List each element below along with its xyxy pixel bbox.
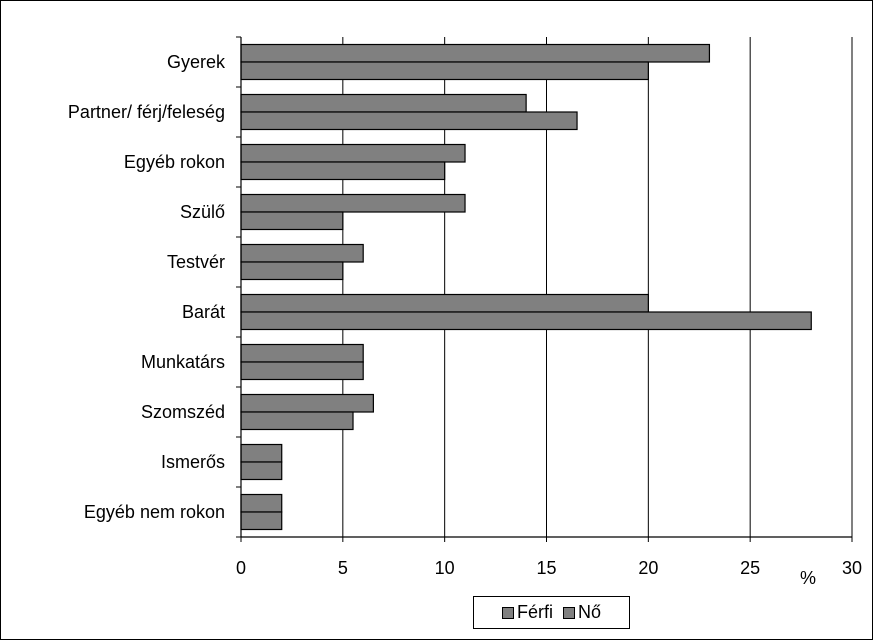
legend: Férfi Nő: [473, 596, 630, 629]
bar-0-9: [240, 493, 283, 513]
bar-1-1: [240, 111, 578, 131]
bar-0-7: [240, 393, 374, 413]
category-label-4: Testvér: [167, 252, 225, 272]
category-label-9: Egyéb nem rokon: [84, 502, 225, 522]
bar-1-6: [240, 361, 364, 381]
legend-label-no: Nő: [577, 602, 601, 622]
x-tick-label-25: 25: [740, 558, 760, 578]
category-labels: Gyerek Partner/ férj/feleség Egyéb rokon Sz…: [68, 52, 226, 522]
bar-1-9: [240, 511, 283, 531]
category-label-6: Munkatárs: [141, 352, 225, 372]
category-label-8: Ismerős: [161, 452, 225, 472]
legend-label-ferfi: Férfi: [516, 602, 553, 622]
bar-1-3: [240, 211, 344, 231]
bar-0-1: [240, 93, 527, 113]
bar-1-5: [240, 311, 812, 331]
bar-0-2: [240, 143, 466, 163]
legend-entry-ferfi: Férfi: [501, 602, 553, 623]
bar-0-6: [240, 343, 364, 363]
category-label-3: Szülő: [180, 202, 225, 222]
bar-1-0: [240, 61, 649, 81]
bar-0-0: [240, 43, 711, 63]
category-label-2: Egyéb rokon: [124, 152, 225, 172]
bar-0-4: [240, 243, 364, 263]
legend-swatch-no: [562, 606, 575, 619]
legend-swatch-ferfi: [501, 606, 514, 619]
bar-0-8: [240, 443, 283, 463]
x-unit-label: %: [800, 568, 816, 588]
x-tick-label-30: 30: [842, 558, 862, 578]
x-tick-label-20: 20: [638, 558, 658, 578]
category-label-5: Barát: [182, 302, 225, 322]
bar-0-3: [240, 193, 466, 213]
x-tick-label-15: 15: [536, 558, 556, 578]
bar-0-5: [240, 293, 649, 313]
category-label-7: Szomszéd: [141, 402, 225, 422]
x-tick-labels: 0 5 10 15 20 25 30: [236, 558, 862, 578]
bar-1-8: [240, 461, 283, 481]
legend-entry-no: Nő: [562, 602, 601, 623]
bars: [240, 43, 812, 531]
x-tick-label-10: 10: [435, 558, 455, 578]
category-label-1: Partner/ férj/feleség: [68, 102, 225, 122]
bar-1-4: [240, 261, 344, 281]
bar-1-2: [240, 161, 446, 181]
x-tick-label-5: 5: [338, 558, 348, 578]
x-tick-label-0: 0: [236, 558, 246, 578]
axes: [236, 36, 853, 542]
category-label-0: Gyerek: [167, 52, 226, 72]
bar-1-7: [240, 411, 354, 431]
